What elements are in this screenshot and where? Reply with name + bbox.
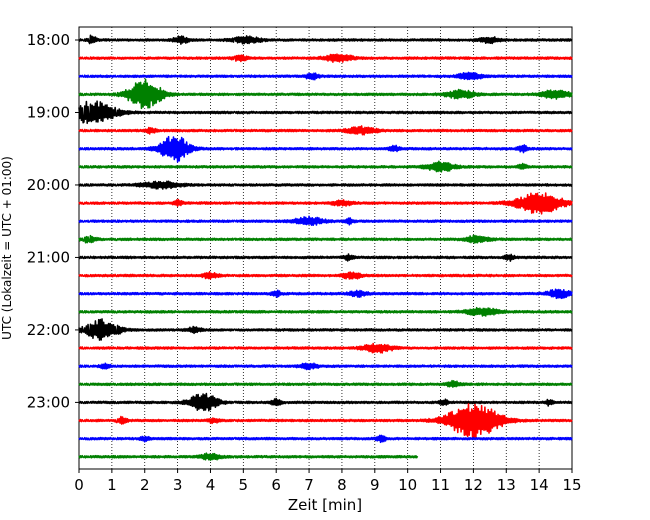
x-tick-label: 8 bbox=[337, 476, 347, 494]
x-tick-label: 5 bbox=[239, 476, 249, 494]
trace-2315 bbox=[78, 403, 573, 439]
x-tick-label: 0 bbox=[74, 476, 84, 494]
trace-1900 bbox=[78, 100, 573, 125]
trace-2245 bbox=[78, 379, 573, 388]
x-tick-label: 6 bbox=[271, 476, 281, 494]
y-tick-label: 19:00 bbox=[27, 103, 70, 121]
y-axis-ticks: 18:00 19:00 20:00 21:00 22:00 23:00 bbox=[27, 31, 79, 411]
trace-2015 bbox=[78, 192, 573, 215]
y-axis-label: UTC (Lokalzeit = UTC + 01:00) bbox=[0, 156, 14, 340]
x-tick-label: 2 bbox=[140, 476, 150, 494]
trace-2100 bbox=[78, 253, 573, 262]
trace-2300 bbox=[78, 392, 573, 412]
trace-2230 bbox=[78, 362, 573, 371]
y-tick-label: 23:00 bbox=[27, 393, 70, 411]
trace-2145 bbox=[78, 306, 573, 317]
trace-2200 bbox=[78, 318, 573, 341]
trace-1815 bbox=[78, 53, 573, 64]
x-tick-label: 9 bbox=[370, 476, 380, 494]
trace-1845 bbox=[78, 78, 573, 110]
trace-2000 bbox=[78, 180, 573, 190]
x-tick-label: 3 bbox=[173, 476, 183, 494]
x-tick-label: 15 bbox=[562, 476, 581, 494]
y-tick-label: 21:00 bbox=[27, 248, 70, 266]
trace-1930 bbox=[78, 135, 573, 163]
trace-2045 bbox=[78, 234, 573, 244]
x-tick-label: 13 bbox=[497, 476, 516, 494]
trace-2345 bbox=[78, 452, 419, 461]
trace-1915 bbox=[78, 125, 573, 136]
x-tick-label: 11 bbox=[431, 476, 450, 494]
x-tick-label: 10 bbox=[398, 476, 417, 494]
trace-2330 bbox=[78, 434, 573, 444]
trace-2030 bbox=[78, 215, 573, 227]
y-tick-label: 18:00 bbox=[27, 31, 70, 49]
trace-2130 bbox=[78, 288, 573, 300]
x-tick-label: 7 bbox=[304, 476, 314, 494]
trace-2215 bbox=[78, 342, 573, 354]
trace-2115 bbox=[78, 270, 573, 280]
trace-1945 bbox=[78, 160, 573, 173]
trace-1800 bbox=[78, 34, 573, 45]
x-tick-label: 1 bbox=[107, 476, 117, 494]
x-tick-label: 14 bbox=[530, 476, 549, 494]
trace-1830 bbox=[78, 71, 573, 81]
seismic-traces bbox=[78, 34, 573, 461]
x-tick-label: 12 bbox=[464, 476, 483, 494]
x-tick-label: 4 bbox=[206, 476, 216, 494]
y-tick-label: 20:00 bbox=[27, 176, 70, 194]
x-axis-label: Zeit [min] bbox=[288, 496, 362, 514]
y-tick-label: 22:00 bbox=[27, 321, 70, 339]
x-axis-ticks: 0 1 2 3 4 5 6 7 8 9 10 11 12 13 14 15 bbox=[74, 469, 582, 494]
